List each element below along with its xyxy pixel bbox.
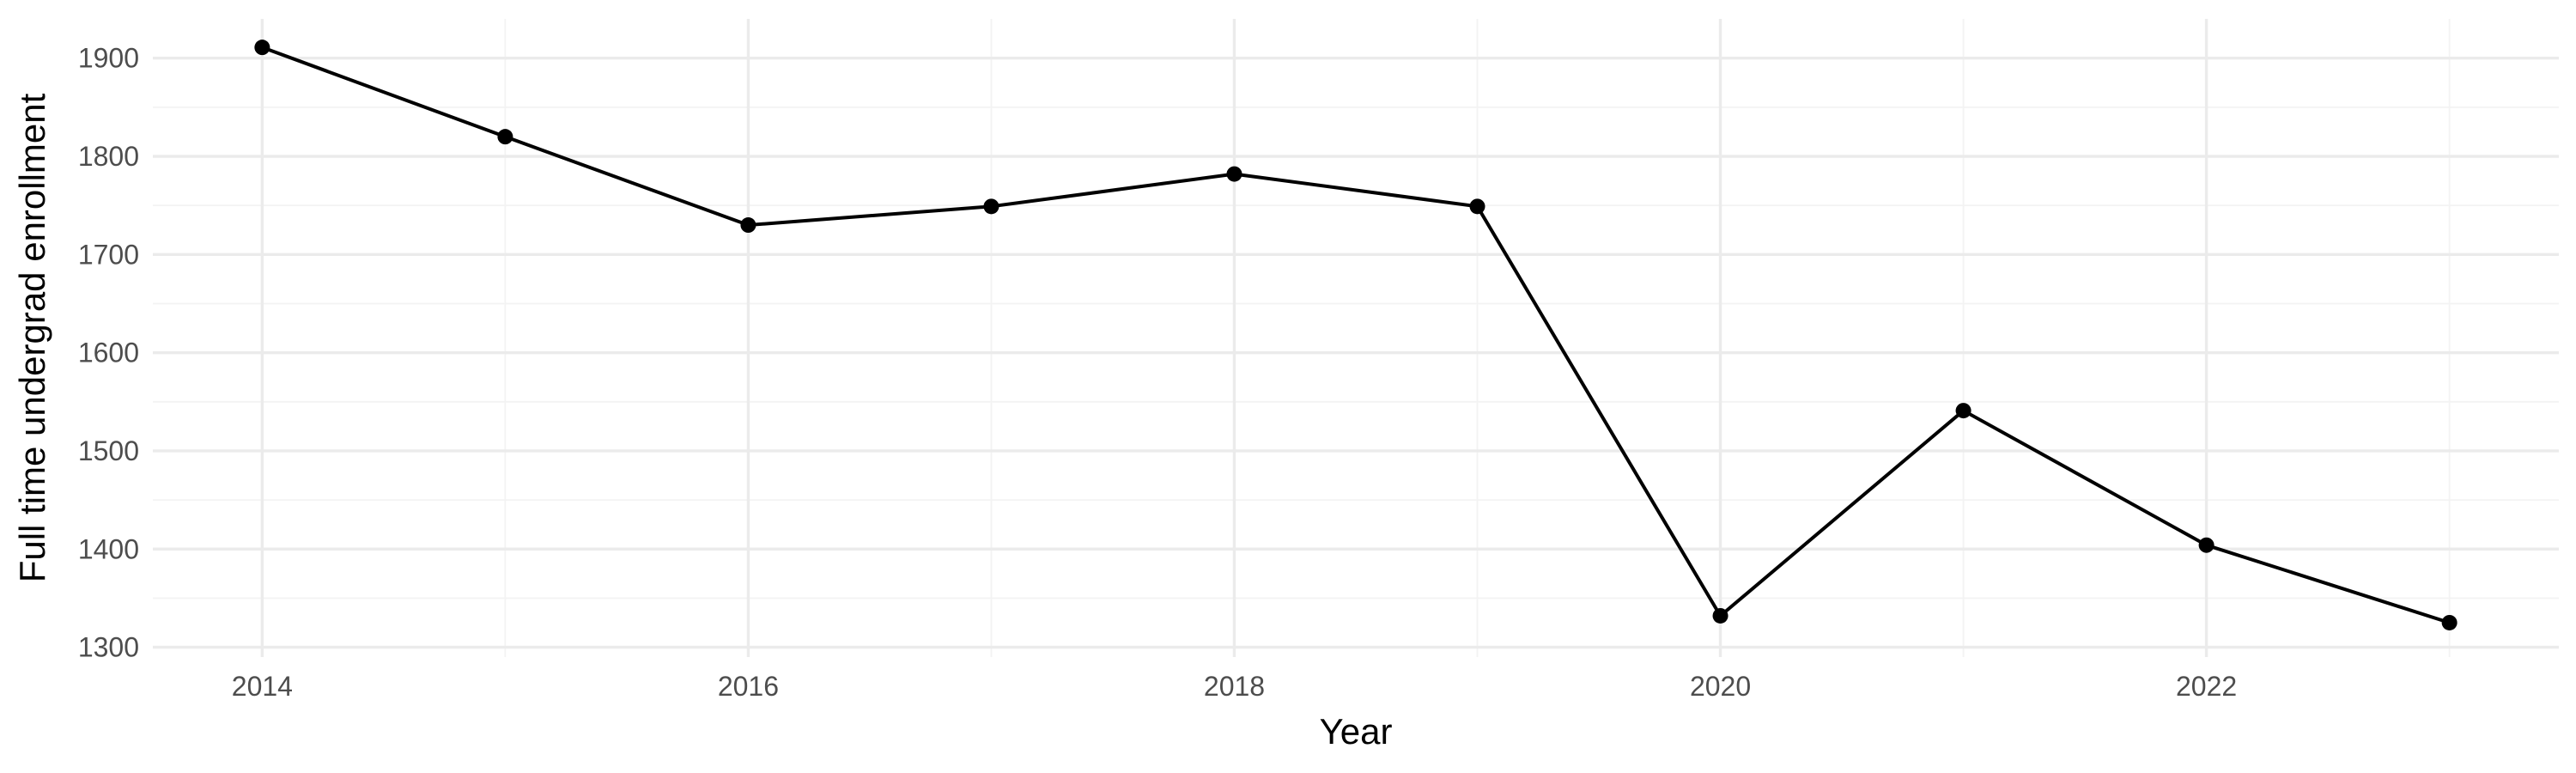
x-tick-label: 2018 <box>1204 671 1265 702</box>
data-point <box>1226 166 1242 182</box>
grid-layer <box>153 19 2559 657</box>
y-axis-title: Full time undergrad enrollment <box>12 93 52 582</box>
data-point <box>2198 537 2215 553</box>
data-point <box>497 129 513 145</box>
x-tick-label: 2022 <box>2176 671 2237 702</box>
data-point <box>1712 607 1728 624</box>
data-point <box>740 217 756 234</box>
y-tick-label: 1500 <box>78 435 139 466</box>
data-point <box>1955 403 1971 419</box>
y-tick-label: 1300 <box>78 632 139 663</box>
y-tick-label: 1800 <box>78 141 139 172</box>
x-tick-label: 2020 <box>1690 671 1751 702</box>
series-line <box>261 46 2451 624</box>
x-axis-title: Year <box>1320 711 1393 752</box>
data-point <box>1469 198 1485 215</box>
y-tick-label: 1600 <box>78 338 139 368</box>
x-tick-label: 2016 <box>718 671 779 702</box>
y-tick-label: 1400 <box>78 533 139 564</box>
y-tick-label: 1700 <box>78 239 139 270</box>
data-point <box>2441 614 2458 630</box>
tick-labels: 2014 2016 2018 2020 2022 1300 1400 1500 1600 1700… <box>78 43 2237 702</box>
series-layer <box>254 40 2458 630</box>
data-point <box>254 40 270 56</box>
x-tick-label: 2014 <box>232 671 293 702</box>
data-point <box>983 198 999 215</box>
y-tick-label: 1900 <box>78 43 139 74</box>
